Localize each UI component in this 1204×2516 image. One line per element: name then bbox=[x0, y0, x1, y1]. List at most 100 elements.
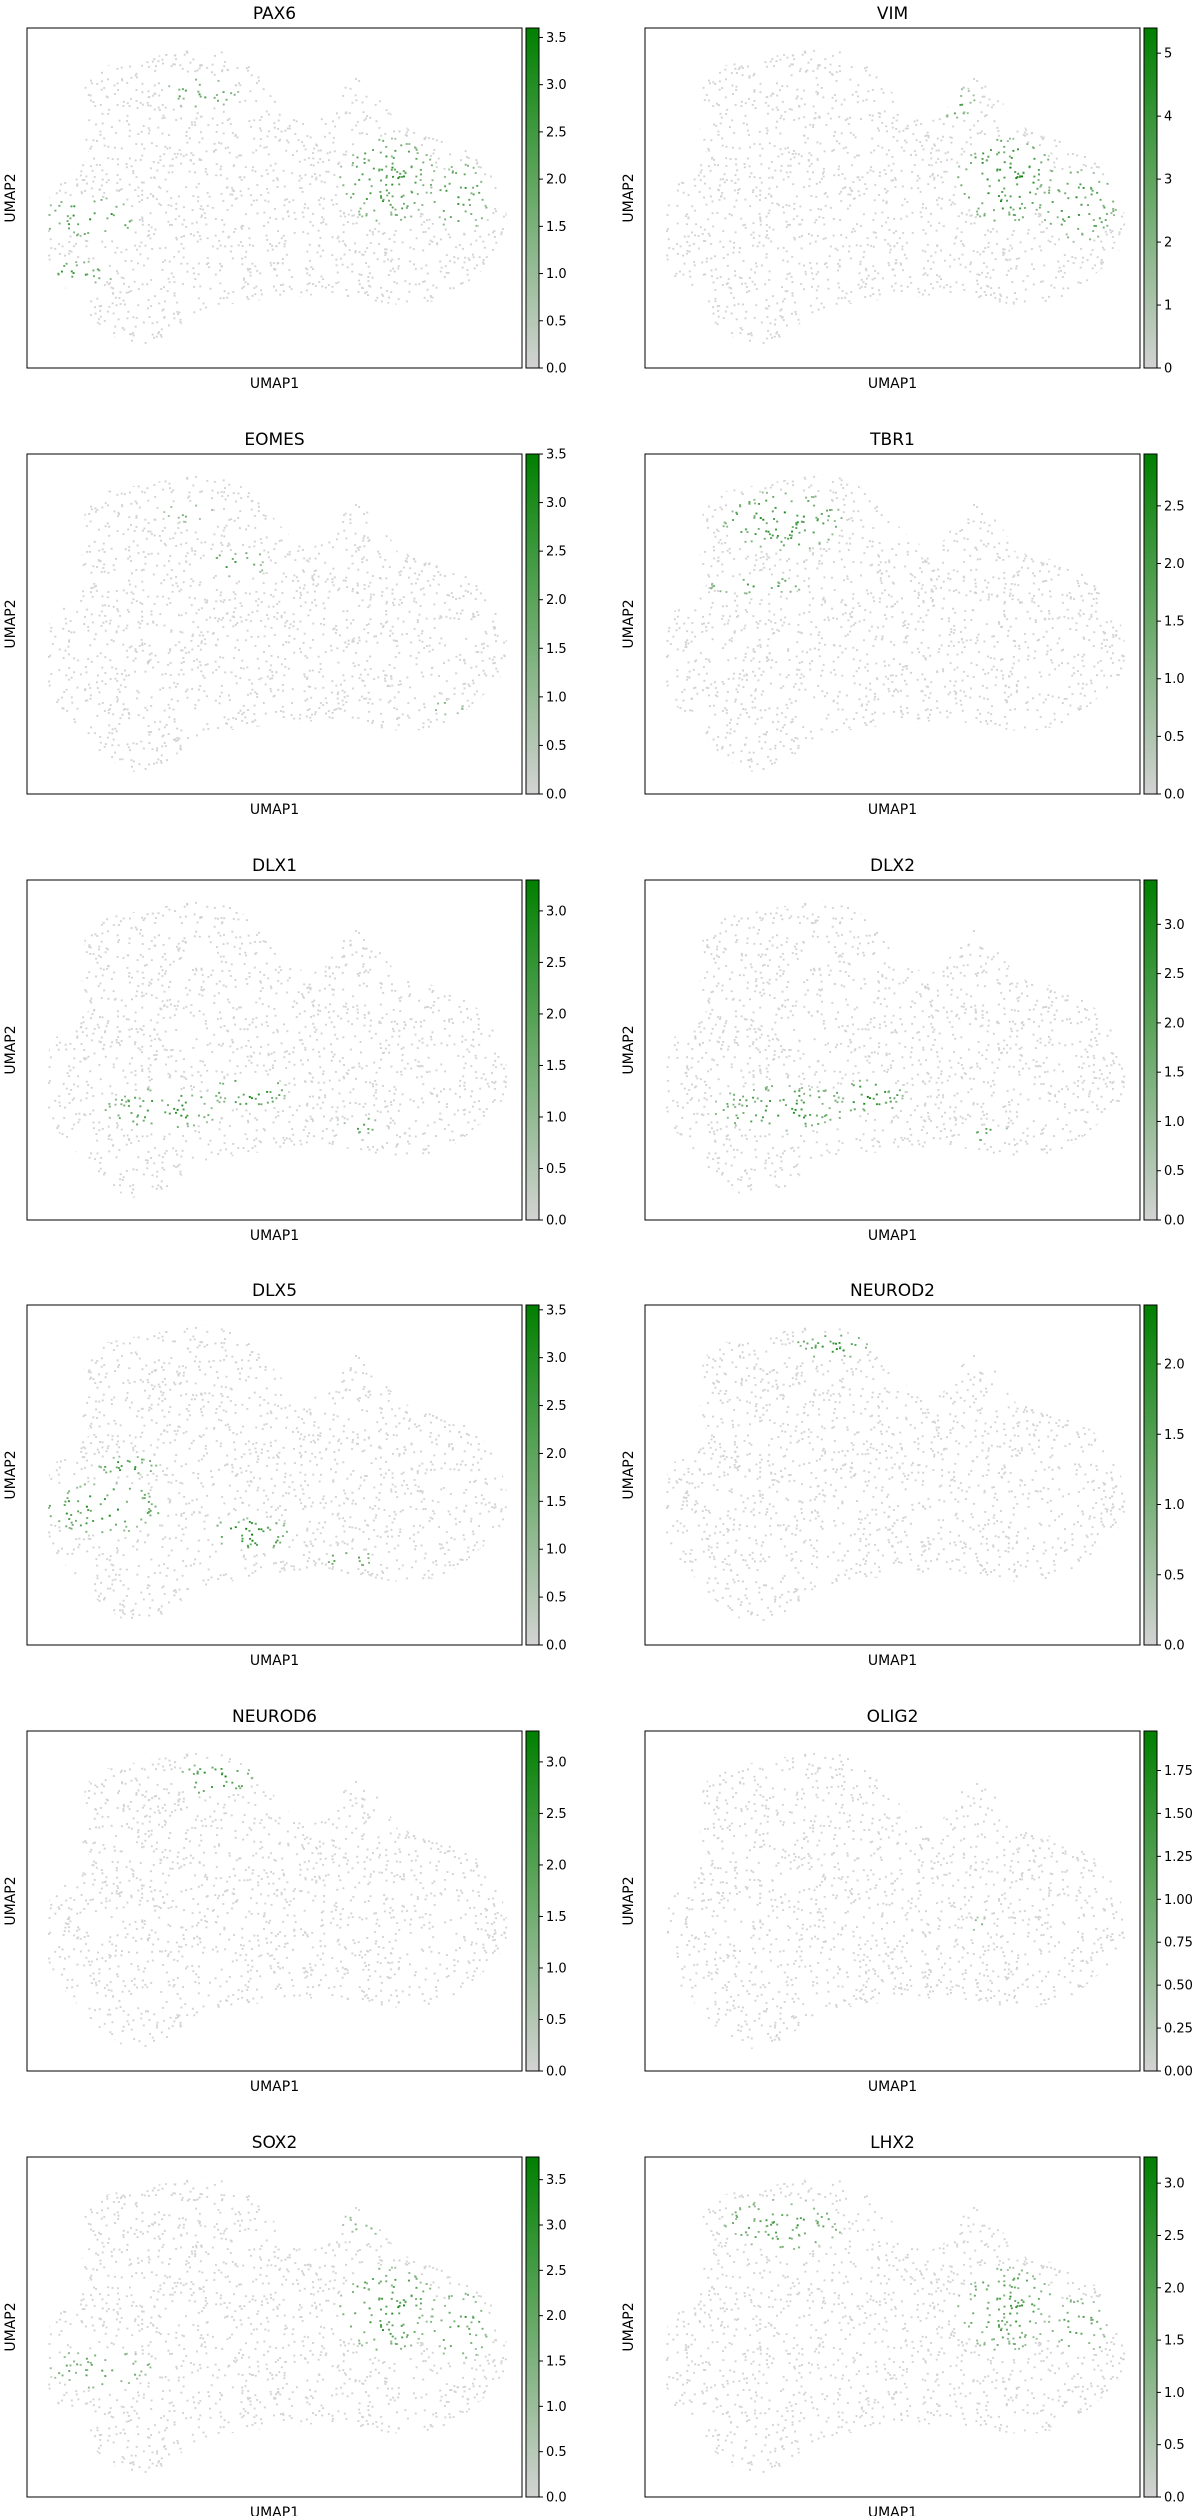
y-axis-label: UMAP2 bbox=[3, 173, 19, 222]
x-axis-label: UMAP1 bbox=[250, 1653, 299, 1669]
x-axis-label: UMAP1 bbox=[868, 1653, 917, 1669]
x-axis-label: UMAP1 bbox=[868, 2079, 917, 2095]
colorbar-tick-label: 1.5 bbox=[546, 220, 567, 235]
colorbar-tick-label: 2.0 bbox=[1164, 557, 1185, 572]
colorbar-gradient bbox=[525, 2156, 540, 2498]
colorbar-tick-label: 0.25 bbox=[1164, 2022, 1193, 2037]
colorbar-tick-label: 1.5 bbox=[546, 1059, 567, 1074]
panel-neurod2: NEUROD2 UMAP1 UMAP2 0.0 0.5 1.0 1.5 2.0 bbox=[621, 1281, 1185, 1669]
plot-area bbox=[645, 454, 1140, 794]
y-axis-label: UMAP2 bbox=[621, 1876, 637, 1925]
colorbar-tick-label: 1.0 bbox=[546, 2400, 567, 2415]
colorbar-tick-label: 1.0 bbox=[546, 1961, 567, 1976]
plot-frame bbox=[26, 27, 523, 369]
panel-eomes: EOMES UMAP1 UMAP2 0.0 0.5 1.0 1.5 2.0 2.5 3.0 3.5 bbox=[3, 430, 567, 818]
colorbar-tick-label: 1.5 bbox=[1164, 1428, 1185, 1443]
y-axis-label: UMAP2 bbox=[621, 1025, 637, 1074]
panel-title: NEUROD2 bbox=[850, 1281, 935, 1301]
colorbar-tick-label: 0.0 bbox=[1164, 2491, 1185, 2506]
colorbar-tick-label: 2 bbox=[1164, 236, 1172, 251]
colorbar-tick-label: 1.0 bbox=[546, 1543, 567, 1558]
colorbar-tick-label: 2.0 bbox=[1164, 1358, 1185, 1373]
colorbar-gradient bbox=[525, 1304, 540, 1646]
panel-dlx1: DLX1 UMAP1 UMAP2 0.0 0.5 1.0 1.5 2.0 2.5 3.0 bbox=[3, 856, 567, 1244]
plot-area bbox=[27, 880, 522, 1220]
x-axis-label: UMAP1 bbox=[250, 1228, 299, 1244]
plot-frame bbox=[644, 2156, 1141, 2498]
colorbar-gradient bbox=[525, 879, 540, 1221]
x-axis-label: UMAP1 bbox=[250, 2079, 299, 2095]
colorbar-tick-label: 2.0 bbox=[546, 173, 567, 188]
colorbar-gradient bbox=[525, 1730, 540, 2072]
plot-frame bbox=[26, 879, 523, 1221]
colorbar-gradient bbox=[1143, 1304, 1158, 1646]
panel-title: LHX2 bbox=[870, 2133, 915, 2153]
x-axis-label: UMAP1 bbox=[250, 2505, 299, 2516]
colorbar: 0.0 0.5 1.0 1.5 2.0 2.5 3.0 3.5 bbox=[525, 2156, 567, 2506]
y-axis-label: UMAP2 bbox=[3, 599, 19, 648]
plot-area bbox=[645, 1305, 1140, 1645]
colorbar-tick-label: 2.0 bbox=[546, 2309, 567, 2324]
colorbar-tick-label: 2.0 bbox=[546, 1447, 567, 1462]
y-axis-label: UMAP2 bbox=[3, 1876, 19, 1925]
x-axis-label: UMAP1 bbox=[868, 1228, 917, 1244]
colorbar: 0.0 0.5 1.0 1.5 2.0 2.5 3.0 bbox=[1143, 879, 1185, 1229]
colorbar-tick-label: 4 bbox=[1164, 110, 1172, 125]
colorbar-tick-label: 1.5 bbox=[1164, 2334, 1185, 2349]
colorbar-tick-label: 2.0 bbox=[1164, 2281, 1185, 2296]
colorbar-tick-label: 1.5 bbox=[1164, 615, 1185, 630]
colorbar-tick-label: 1.5 bbox=[546, 2355, 567, 2370]
plot-frame bbox=[26, 1730, 523, 2072]
plot-frame bbox=[644, 453, 1141, 795]
colorbar: 0.0 0.5 1.0 1.5 2.0 2.5 3.0 bbox=[525, 879, 567, 1229]
colorbar: 0.0 0.5 1.0 1.5 2.0 2.5 3.0 3.5 bbox=[525, 1303, 567, 1654]
colorbar: 0.0 0.5 1.0 1.5 2.0 2.5 3.0 bbox=[1143, 2156, 1185, 2506]
colorbar-tick-label: 0.5 bbox=[1164, 730, 1185, 745]
colorbar-tick-label: 0.5 bbox=[1164, 1568, 1185, 1583]
colorbar-gradient bbox=[525, 453, 540, 795]
colorbar-tick-label: 2.5 bbox=[1164, 499, 1185, 514]
colorbar-tick-label: 0.5 bbox=[1164, 1164, 1185, 1179]
colorbar-tick-label: 1.75 bbox=[1164, 1764, 1193, 1779]
panel-title: NEUROD6 bbox=[232, 1707, 317, 1727]
panel-title: PAX6 bbox=[253, 4, 296, 24]
colorbar-tick-label: 1.0 bbox=[546, 1110, 567, 1125]
colorbar-tick-label: 2.0 bbox=[1164, 1016, 1185, 1031]
y-axis-label: UMAP2 bbox=[621, 173, 637, 222]
colorbar-tick-label: 5 bbox=[1164, 47, 1172, 62]
panel-dlx5: DLX5 UMAP1 UMAP2 0.0 0.5 1.0 1.5 2.0 2.5 3.0 3.5 bbox=[3, 1281, 567, 1669]
colorbar-tick-label: 3.0 bbox=[546, 1351, 567, 1366]
colorbar-tick-label: 0.5 bbox=[546, 2445, 567, 2460]
colorbar-tick-label: 1.0 bbox=[1164, 1498, 1185, 1513]
colorbar-tick-label: 2.5 bbox=[546, 125, 567, 140]
colorbar-tick-label: 1.25 bbox=[1164, 1850, 1193, 1865]
x-axis-label: UMAP1 bbox=[868, 802, 917, 818]
colorbar-tick-label: 3.5 bbox=[546, 1303, 567, 1318]
colorbar-tick-label: 0.0 bbox=[546, 2065, 567, 2080]
colorbar-gradient bbox=[1143, 2156, 1158, 2498]
colorbar-tick-label: 0.0 bbox=[546, 1214, 567, 1229]
x-axis-label: UMAP1 bbox=[868, 376, 917, 392]
panel-neurod6: NEUROD6 UMAP1 UMAP2 0.0 0.5 1.0 1.5 2.0 2.5 3.0 bbox=[3, 1707, 567, 2095]
colorbar-tick-label: 0.0 bbox=[1164, 788, 1185, 803]
panel-title: SOX2 bbox=[252, 2133, 298, 2153]
colorbar-tick-label: 1.0 bbox=[1164, 2386, 1185, 2401]
colorbar-tick-label: 0.0 bbox=[546, 788, 567, 803]
panel-olig2: OLIG2 UMAP1 UMAP2 0.00 0.25 0.50 0.75 1.00 1.25 1… bbox=[621, 1707, 1193, 2095]
y-axis-label: UMAP2 bbox=[3, 2302, 19, 2351]
colorbar: 0.0 0.5 1.0 1.5 2.0 2.5 bbox=[1143, 453, 1185, 803]
colorbar-tick-label: 2.5 bbox=[546, 1399, 567, 1414]
panel-title: VIM bbox=[877, 4, 908, 24]
colorbar-tick-label: 2.0 bbox=[546, 1858, 567, 1873]
colorbar-tick-label: 0.0 bbox=[546, 2491, 567, 2506]
colorbar-tick-label: 2.0 bbox=[546, 1007, 567, 1022]
colorbar-tick-label: 1.0 bbox=[1164, 672, 1185, 687]
colorbar-tick-label: 3.0 bbox=[546, 496, 567, 511]
colorbar-gradient bbox=[1143, 1730, 1158, 2072]
colorbar-tick-label: 0 bbox=[1164, 362, 1172, 377]
plot-frame bbox=[26, 453, 523, 795]
plot-frame bbox=[644, 1304, 1141, 1646]
colorbar-tick-label: 2.5 bbox=[546, 956, 567, 971]
colorbar-tick-label: 1.00 bbox=[1164, 1893, 1193, 1908]
